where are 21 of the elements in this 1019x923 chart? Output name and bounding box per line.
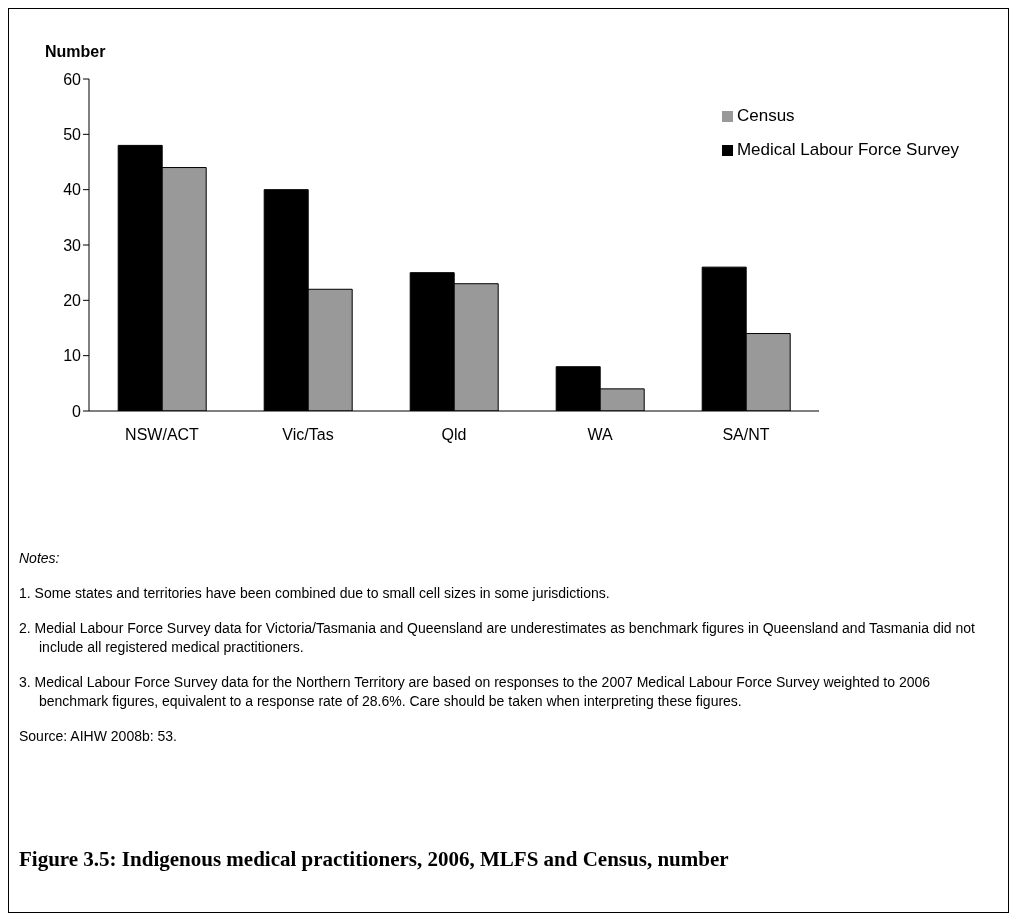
legend-label: Census [736, 106, 795, 125]
text: 3. Medical Labour Force Survey data for the Northern Territory are based on responses to the 2007 Medical Labour Force Survey weighted to 2006 benchmark figures, equivalent to a response rate of 28.6%. Care should be taken when interpreting these figures. [19, 673, 932, 711]
x-tick-label: Qld [441, 426, 467, 444]
text: 1. Some states and territories have been combined due to small cell sizes in some jurisdictions. [19, 584, 611, 603]
legend-label: Medical Labour Force Survey [736, 140, 959, 159]
text: Figure 3.5: Indigenous medical practitioners, 2006, MLFS and Census, number [19, 847, 729, 872]
y-tick-label: 30 [63, 236, 82, 254]
y-axis-title: Number [45, 43, 106, 61]
x-tick-label: SA/NT [722, 426, 770, 444]
y-tick-label: 40 [63, 181, 82, 199]
y-tick-label: 0 [72, 402, 82, 420]
y-tick-label: 50 [63, 126, 82, 144]
x-tick-label: WA [587, 426, 613, 444]
y-tick-label: 20 [63, 292, 82, 310]
text: Notes: [19, 549, 61, 568]
source-note: Source: AIHW 2008b: 53. [19, 727, 178, 746]
x-tick-label: NSW/ACT [125, 426, 200, 444]
y-tick-label: 60 [63, 70, 82, 88]
x-tick-label: Vic/Tas [282, 426, 334, 444]
y-tick-label: 10 [63, 347, 82, 365]
text: 2. Medial Labour Force Survey data for Victoria/Tasmania and Queensland are underestimates as benchmark figures in Queensland and Tasmania did not include all registered medical practitioners. [19, 619, 976, 657]
